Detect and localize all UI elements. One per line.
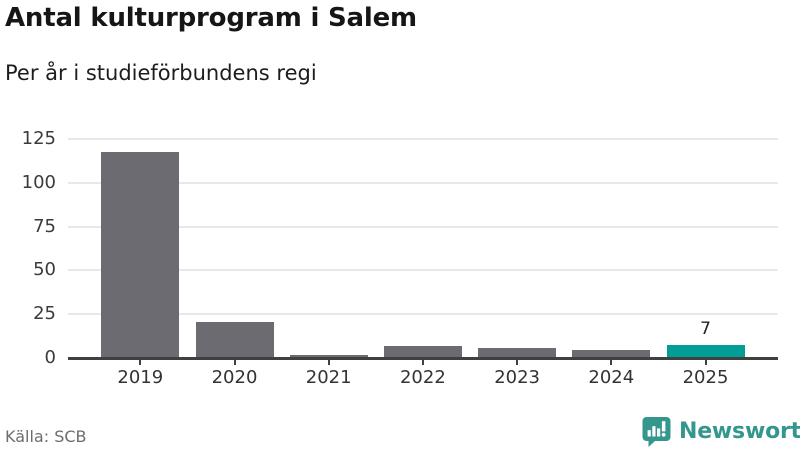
x-axis: 2019 2020 2021 2022 2023 2024 2025: [68, 367, 778, 391]
x-tick-label: 2021: [305, 367, 352, 388]
x-axis-line: [68, 357, 778, 360]
y-tick-label: 100: [21, 171, 56, 193]
bar: [478, 348, 557, 357]
bar-chart-speech-bubble-icon: [641, 415, 672, 447]
x-tick: [139, 360, 142, 365]
gridline: [68, 181, 778, 184]
bar: [101, 152, 180, 357]
x-tick-label: 2022: [399, 367, 446, 388]
x-tick-label: 2020: [211, 367, 258, 388]
y-tick-label: 25: [33, 303, 56, 325]
source-label: Källa: SCB: [5, 427, 87, 446]
gridline: [68, 313, 778, 316]
x-tick-label: 2023: [494, 367, 540, 388]
gridline: [68, 138, 778, 140]
y-tick-label: 0: [44, 347, 56, 369]
gridline: [68, 225, 778, 228]
x-tick: [327, 360, 330, 365]
x-tick-label: 2025: [682, 367, 729, 388]
page-subtitle: Per år i studieförbundens regi: [5, 61, 317, 85]
x-tick: [610, 360, 613, 365]
y-tick-label: 125: [21, 128, 56, 150]
bar: [289, 355, 368, 357]
x-tick: [516, 360, 519, 365]
page-title: Antal kulturprogram i Salem: [5, 3, 417, 33]
x-tick: [233, 360, 236, 365]
x-tick: [704, 360, 707, 365]
y-tick-label: 50: [33, 259, 56, 281]
bar: [383, 346, 462, 357]
y-axis: 0 25 50 75 100 125: [0, 128, 56, 368]
y-tick-label: 75: [33, 215, 56, 237]
x-tick: [421, 360, 424, 365]
bar-value-label: 7: [700, 319, 711, 339]
x-tick-label: 2019: [117, 367, 164, 388]
plot-area: 7: [68, 138, 778, 365]
x-tick-label: 2024: [588, 367, 635, 388]
gridline: [68, 269, 778, 272]
newsworthy-logo: Newsworthy: [641, 415, 800, 447]
bar: [572, 350, 651, 357]
brand-wordmark: Newsworthy: [679, 418, 800, 444]
bar: [195, 322, 274, 357]
bar: [666, 345, 745, 357]
